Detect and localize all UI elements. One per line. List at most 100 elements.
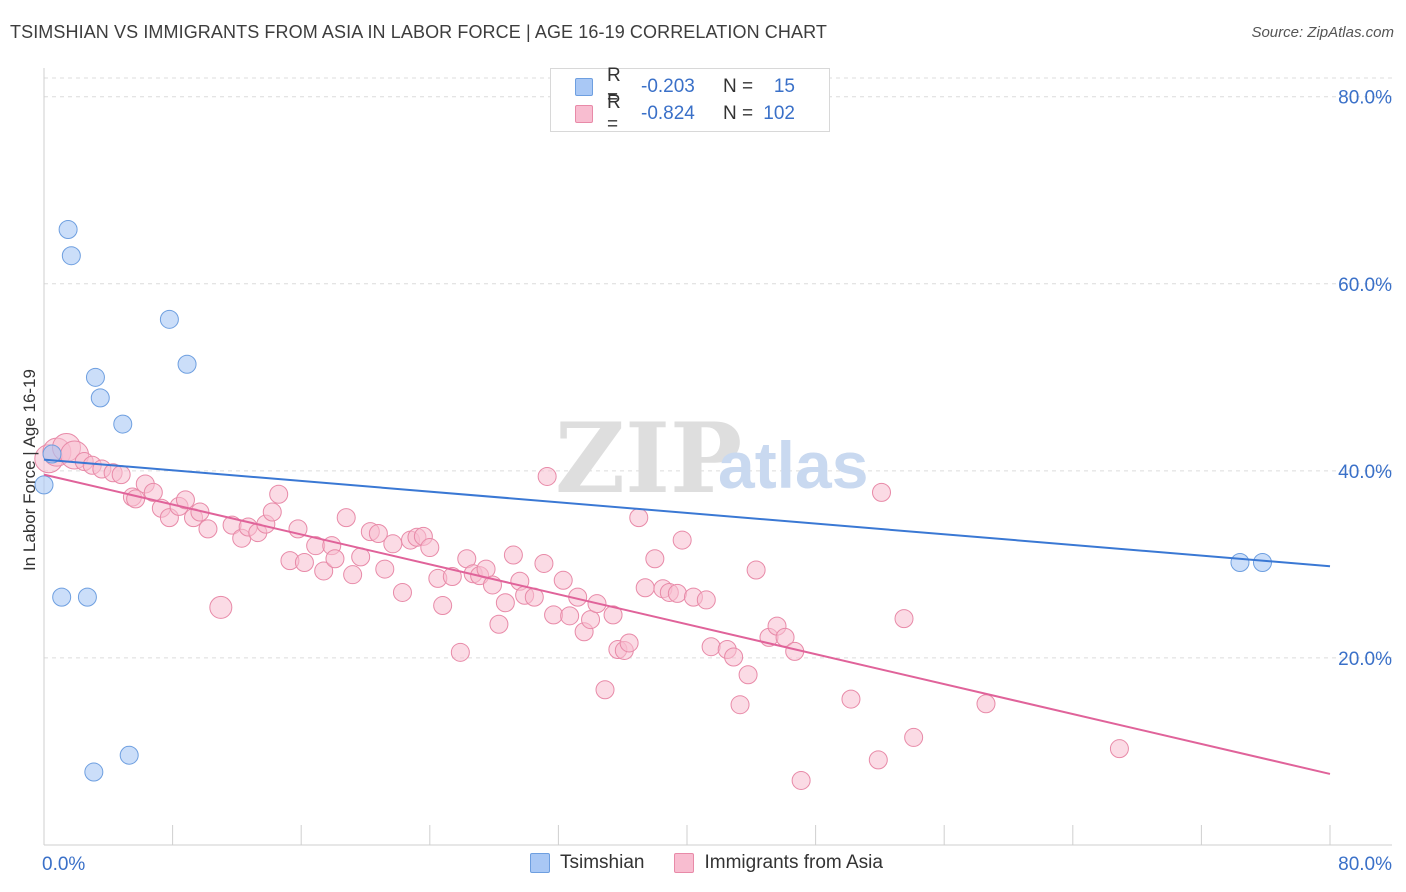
tsimshian-point [85,367,105,387]
legend-swatch-blue [575,78,593,96]
immigrants-asia-point [619,633,639,653]
immigrants-asia-point [544,605,564,625]
immigrants-asia-point [701,637,721,657]
immigrants-asia-point [534,553,554,573]
immigrants-asia-point [868,750,888,770]
immigrants-asia-point [841,689,861,709]
immigrants-asia-point [294,553,314,573]
x-tick-label-min: 0.0% [42,854,85,875]
immigrants-asia-point [553,570,573,590]
immigrants-asia-point [198,519,218,539]
immigrants-asia-point [433,596,453,616]
immigrants-asia-point [143,482,163,502]
series-legend: Tsimshian Immigrants from Asia [530,852,913,874]
immigrants-asia-point [904,727,924,747]
immigrants-asia-point [581,610,601,630]
tsimshian-point [90,388,110,408]
watermark-zip: ZIP [555,402,742,515]
r-value: -0.824 [641,103,695,124]
immigrants-asia-point [560,606,580,626]
legend-swatch-pink [575,105,593,123]
immigrants-asia-point [667,583,687,603]
immigrants-asia-point [314,561,334,581]
tsimshian-point [52,587,72,607]
immigrants-asia-point [730,695,750,715]
r-label: R = [607,65,621,108]
immigrants-asia-point [262,502,282,522]
immigrants-asia-point [791,770,811,790]
y-tick-label: 20.0% [1338,649,1392,670]
immigrants-asia-point [1109,739,1129,759]
immigrants-asia-point [629,508,649,528]
immigrants-asia-point [696,590,716,610]
tsimshian-point [159,309,179,329]
tsimshian-point [34,475,54,495]
immigrants-asia-point [111,465,131,485]
tsimshian-trend-line [43,458,1331,568]
tsimshian-point [84,762,104,782]
immigrants-asia-point [976,694,996,714]
immigrants-asia-point [724,647,744,667]
y-tick-label: 80.0% [1338,88,1392,109]
immigrants-asia-point [635,578,655,598]
immigrants-asia-point [872,482,892,502]
immigrants-asia-point [894,609,914,629]
immigrants-asia-point [442,567,462,587]
tsimshian-point [77,587,97,607]
immigrants-asia-point [343,565,363,585]
n-label: N = [723,103,754,124]
immigrants-asia-point [672,530,692,550]
n-value: 15 [773,76,795,97]
tsimshian-point [61,246,81,266]
legend-swatch-blue [530,853,550,873]
n-value: 102 [763,103,795,124]
immigrants-asia-point [495,593,515,613]
tsimshian-point [119,745,139,765]
legend-row-tsimshian: R = -0.203 N = 15 [575,65,795,108]
legend-item-immigrants-asia: Immigrants from Asia [674,852,883,874]
immigrants-asia-point [392,582,412,602]
legend-item-tsimshian: Tsimshian [530,852,644,874]
immigrants-asia-trend-line [43,473,1331,775]
y-axis-label: In Labor Force | Age 16-19 [20,369,39,571]
immigrants-asia-point [175,490,195,510]
immigrants-asia-point [503,545,523,565]
immigrants-asia-point [537,466,557,486]
watermark-atlas: atlas [718,428,868,502]
n-label: N = [723,76,754,97]
immigrants-asia-point [420,538,440,558]
tsimshian-point [42,444,62,464]
tsimshian-point [1252,553,1272,573]
immigrants-asia-point [383,534,403,554]
immigrants-asia-point [489,614,509,634]
tsimshian-point [113,414,133,434]
immigrants-asia-point [645,549,665,569]
x-tick-label-max: 80.0% [1338,854,1392,875]
immigrants-asia-point [375,559,395,579]
r-value: -0.203 [641,76,695,97]
immigrants-asia-point [746,560,766,580]
y-tick-label: 40.0% [1338,462,1392,483]
immigrants-asia-point [209,595,233,619]
immigrants-asia-point [336,508,356,528]
immigrants-asia-point [368,524,388,544]
legend-label-tsimshian: Tsimshian [560,852,645,873]
tsimshian-point [177,354,197,374]
immigrants-asia-point [603,605,623,625]
legend-label-immigrants-asia: Immigrants from Asia [704,852,883,873]
legend-row-immigrants-asia: R = -0.824 N = 102 [575,92,795,135]
stats-legend: R = -0.203 N = 15 R = -0.824 N = 102 [550,65,830,135]
legend-swatch-pink [674,853,695,873]
immigrants-asia-point [269,484,289,504]
tsimshian-point [1230,553,1250,573]
chart-title: TSIMSHIAN VS IMMIGRANTS FROM ASIA IN LAB… [10,22,827,42]
immigrants-asia-point [595,680,615,700]
r-label: R = [607,92,621,135]
source-credit: Source: ZipAtlas.com [1251,24,1394,41]
immigrants-asia-point [325,549,345,569]
immigrants-asia-point [450,642,470,662]
y-tick-label: 60.0% [1338,275,1392,296]
tsimshian-point [58,220,78,240]
immigrants-asia-point [738,665,758,685]
